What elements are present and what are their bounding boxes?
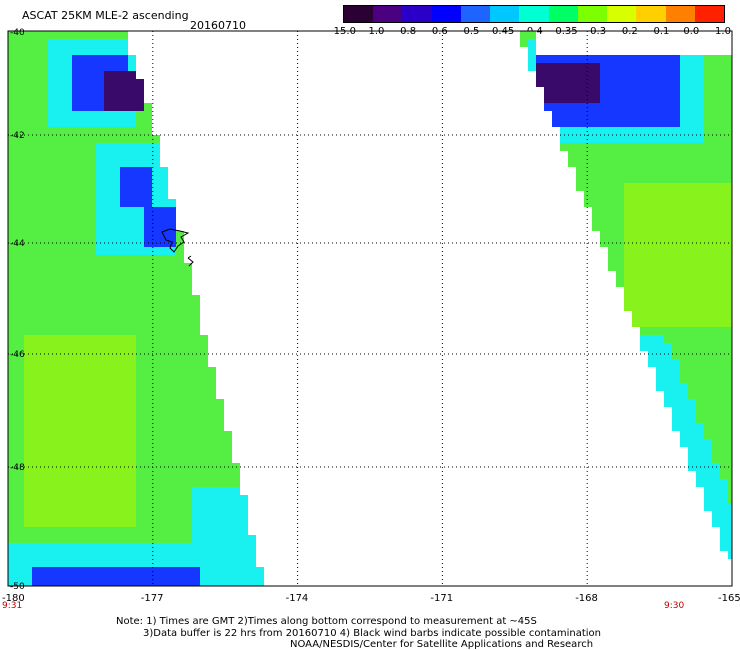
lon-tick-label: -165: [718, 593, 740, 604]
lat-tick-label: -48: [10, 463, 25, 473]
colorbar-swatch: [665, 6, 695, 22]
lon-tick-label: -171: [430, 593, 454, 604]
lat-tick-label: -50: [10, 582, 25, 592]
lon-tick-label: -174: [285, 593, 309, 604]
colorbar-swatch: [402, 6, 432, 22]
note-line-3: NOAA/NESDIS/Center for Satellite Applica…: [290, 639, 594, 650]
product-date: 20160710: [190, 19, 246, 32]
colorbar: [343, 5, 725, 23]
colorbar-swatch: [460, 6, 491, 22]
coastline-icon: [161, 228, 190, 253]
colorbar-swatch: [490, 6, 520, 22]
colorbar-swatch: [694, 6, 725, 22]
wind-barb-icon: [187, 255, 194, 267]
wind-swaths: [8, 31, 732, 586]
colorbar-swatch: [519, 6, 549, 22]
product-title: ASCAT 25KM MLE-2 ascending: [22, 9, 189, 22]
island-outline: [161, 228, 194, 267]
colorbar-swatch: [431, 6, 461, 22]
lat-tick-label: -42: [10, 131, 25, 141]
time-label-right: 9:30: [664, 601, 685, 611]
lon-tick-label: -180: [2, 593, 25, 604]
colorbar-swatch: [636, 6, 666, 22]
axis-labels: -180 -177 -174 -171 -168 -165 9:31 9:30: [0, 586, 740, 616]
colorbar-swatch: [577, 6, 608, 22]
time-label-left: 9:31: [2, 601, 23, 611]
lon-tick-label: -168: [575, 593, 598, 604]
lat-tick-label: -40: [10, 28, 25, 38]
lat-tick-label: -44: [10, 239, 25, 249]
plot-frame: [7, 30, 733, 587]
grid-lines: -40 -42 -44 -46 -48 -50: [8, 28, 732, 592]
note-line-2: 3)Data buffer is 22 hrs from 20160710 4)…: [143, 628, 601, 639]
colorbar-swatch: [344, 6, 374, 22]
colorbar-swatch: [373, 6, 403, 22]
note-line-1: Note: 1) Times are GMT 2)Times along bot…: [116, 616, 537, 627]
lon-tick-label: -177: [140, 593, 164, 604]
colorbar-swatch: [548, 6, 578, 22]
lat-tick-label: -46: [10, 350, 25, 360]
colorbar-swatch: [607, 6, 637, 22]
